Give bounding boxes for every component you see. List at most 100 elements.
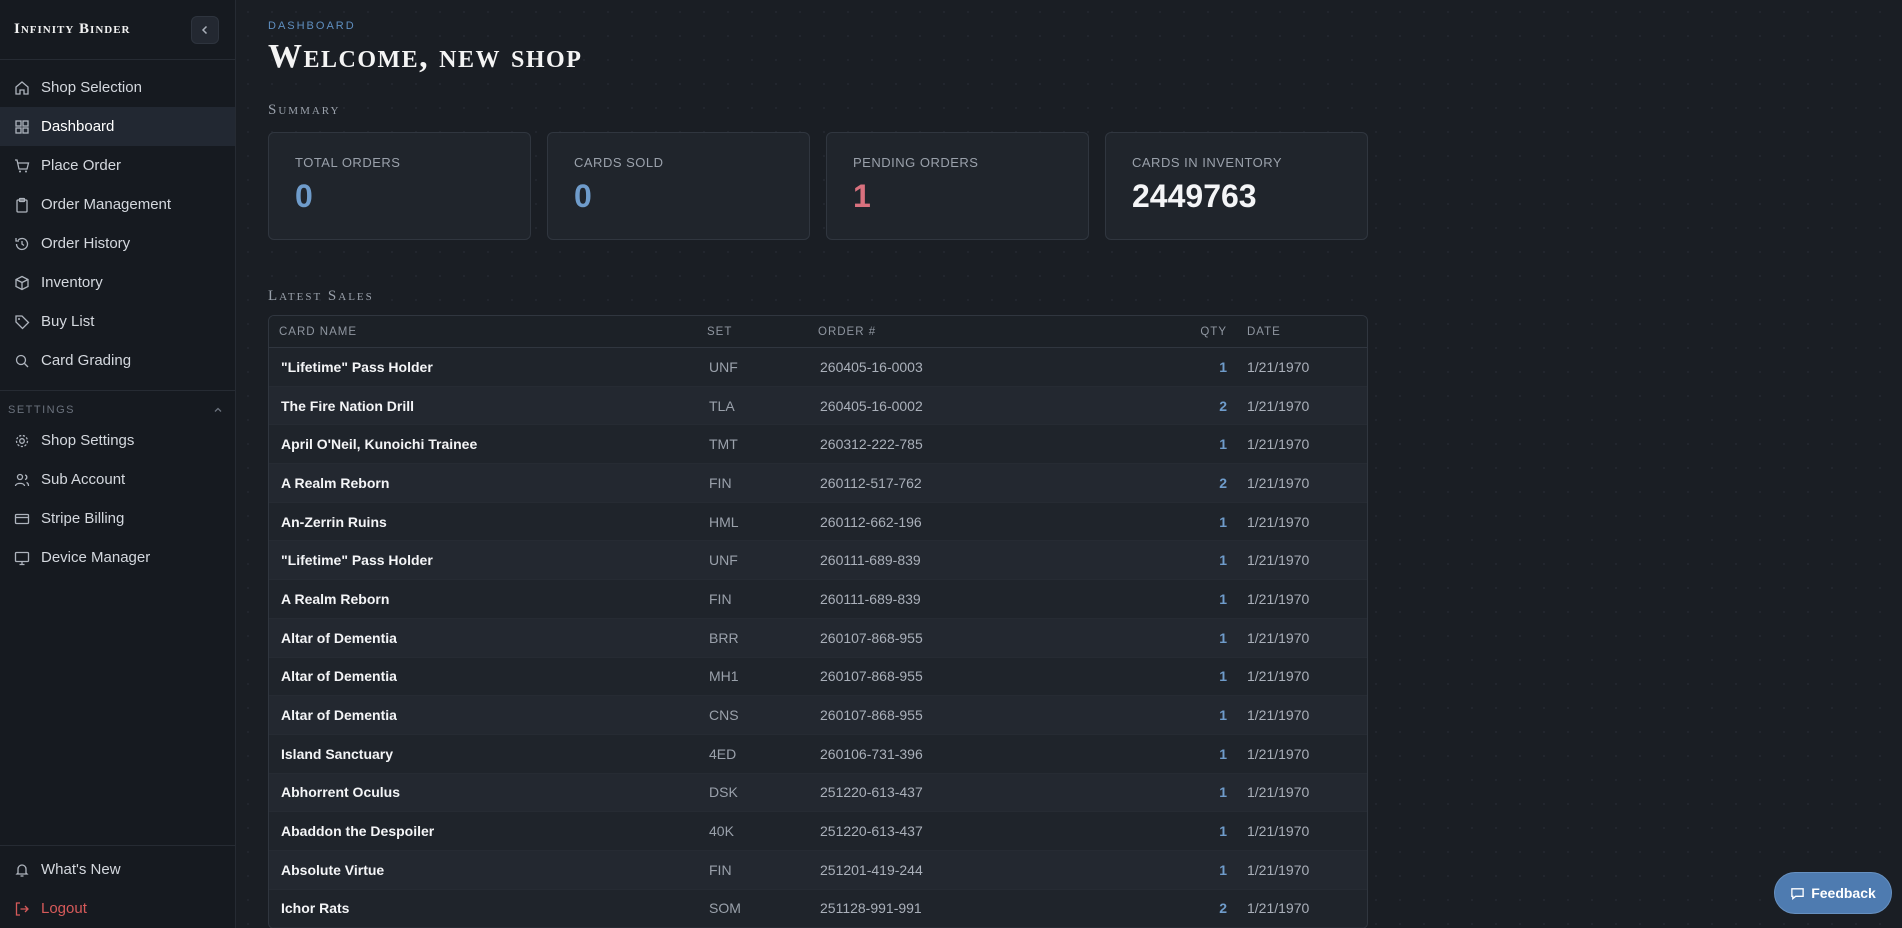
cell-date: 1/21/1970 <box>1247 358 1310 375</box>
cell-set: HML <box>709 513 739 530</box>
nav-item-whats-new[interactable]: What's New <box>0 850 235 889</box>
feedback-button[interactable]: Feedback <box>1774 872 1892 914</box>
nav-item-sub-account[interactable]: Sub Account <box>0 460 235 499</box>
nav-item-order-management[interactable]: Order Management <box>0 185 235 224</box>
cell-qty: 1 <box>1219 823 1227 840</box>
column-header-order: ORDER # <box>818 325 877 338</box>
cell-card-name: Island Sanctuary <box>281 745 394 762</box>
cell-set: FIN <box>709 861 732 878</box>
cell-qty: 1 <box>1219 436 1227 453</box>
nav-item-order-history[interactable]: Order History <box>0 224 235 263</box>
nav-label: Dashboard <box>41 118 115 135</box>
stat-value: 0 <box>295 178 313 214</box>
stat-label: CARDS IN INVENTORY <box>1132 155 1283 170</box>
cell-set: 4ED <box>709 745 737 762</box>
cell-qty: 1 <box>1219 668 1227 685</box>
cell-order-number: 260107-868-955 <box>820 707 923 724</box>
nav-item-shop-settings[interactable]: Shop Settings <box>0 421 235 460</box>
table-row[interactable]: April O'Neil, Kunoichi Trainee TMT 260312-… <box>269 425 1367 465</box>
cell-set: UNF <box>709 552 738 569</box>
cell-set: BRR <box>709 629 739 646</box>
breadcrumb: DASHBOARD <box>268 20 356 32</box>
nav-label: Device Manager <box>41 549 151 566</box>
nav-label: Sub Account <box>41 471 126 488</box>
table-row[interactable]: Altar of Dementia BRR 260107-868-955 1 1/21/… <box>269 618 1367 658</box>
clipboard-icon <box>14 197 30 213</box>
cell-order-number: 251201-419-244 <box>820 861 923 878</box>
table-row[interactable]: Altar of Dementia MH1 260107-868-955 1 1/21/… <box>269 657 1367 697</box>
cell-set: FIN <box>709 474 732 491</box>
cell-date: 1/21/1970 <box>1247 861 1310 878</box>
nav-item-place-order[interactable]: Place Order <box>0 146 235 185</box>
table-row[interactable]: Altar of Dementia CNS 260107-868-955 1 1/21/… <box>269 696 1367 735</box>
table-row[interactable]: "Lifetime" Pass Holder UNF 260405-16-0003 1… <box>269 348 1367 387</box>
stat-label: CARDS SOLD <box>574 155 664 170</box>
stat-card-cards-sold: CARDS SOLD 0 <box>547 132 810 240</box>
table-header: CARD NAME SET ORDER # QTY DATE <box>269 316 1367 348</box>
cell-card-name: An-Zerrin Ruins <box>281 513 387 530</box>
grid-icon <box>14 119 30 135</box>
cell-card-name: Abaddon the Despoiler <box>281 823 435 840</box>
cell-order-number: 260405-16-0002 <box>820 397 923 414</box>
settings-toggle[interactable]: SETTINGS <box>0 399 235 421</box>
table-row[interactable]: Abhorrent Oculus DSK 251220-613-437 1 1/21/1… <box>269 773 1367 813</box>
cell-card-name: Altar of Dementia <box>281 629 397 646</box>
table-row[interactable]: The Fire Nation Drill TLA 260405-16-0002 2 1… <box>269 386 1367 426</box>
nav-label: Logout <box>41 900 87 917</box>
nav-item-device-manager[interactable]: Device Manager <box>0 538 235 577</box>
page-title: Welcome, new shop <box>268 38 583 75</box>
table-row[interactable]: Ichor Rats SOM 251128-991-991 2 1/21/1970 <box>269 889 1367 928</box>
stat-label: TOTAL ORDERS <box>295 155 401 170</box>
cell-qty: 1 <box>1219 784 1227 801</box>
nav-item-stripe-billing[interactable]: Stripe Billing <box>0 499 235 538</box>
logout-button[interactable]: Logout <box>0 889 235 928</box>
settings-section: SETTINGS Shop Settings Sub Account Strip… <box>0 390 235 577</box>
cell-date: 1/21/1970 <box>1247 707 1310 724</box>
summary-cards: TOTAL ORDERS 0 CARDS SOLD 0 PENDING ORDE… <box>268 132 1368 240</box>
cell-order-number: 260111-689-839 <box>820 552 921 569</box>
table-row[interactable]: Island Sanctuary 4ED 260106-731-396 1 1/21/1… <box>269 734 1367 774</box>
nav-item-card-grading[interactable]: Card Grading <box>0 341 235 380</box>
table-row[interactable]: A Realm Reborn FIN 260112-517-762 2 1/21/197… <box>269 464 1367 503</box>
nav-item-inventory[interactable]: Inventory <box>0 263 235 302</box>
cell-qty: 1 <box>1219 629 1227 646</box>
cell-date: 1/21/1970 <box>1247 552 1310 569</box>
cell-set: SOM <box>709 900 741 917</box>
cell-order-number: 260405-16-0003 <box>820 358 923 375</box>
cell-qty: 1 <box>1219 707 1227 724</box>
cell-order-number: 260107-868-955 <box>820 629 923 646</box>
cell-order-number: 260112-517-762 <box>820 474 922 491</box>
logout-icon <box>14 901 30 917</box>
cell-qty: 1 <box>1219 590 1227 607</box>
nav-label: What's New <box>41 861 121 878</box>
cell-set: CNS <box>709 707 739 724</box>
cell-date: 1/21/1970 <box>1247 745 1310 762</box>
bell-icon <box>14 862 30 878</box>
cell-date: 1/21/1970 <box>1247 784 1310 801</box>
cell-date: 1/21/1970 <box>1247 474 1310 491</box>
nav-item-dashboard[interactable]: Dashboard <box>0 107 235 146</box>
nav-item-shop-selection[interactable]: Shop Selection <box>0 68 235 107</box>
table-row[interactable]: A Realm Reborn FIN 260111-689-839 1 1/21/197… <box>269 580 1367 619</box>
cell-qty: 1 <box>1219 861 1227 878</box>
cell-qty: 1 <box>1219 552 1227 569</box>
cell-card-name: A Realm Reborn <box>281 590 390 607</box>
cell-order-number: 260106-731-396 <box>820 745 923 762</box>
table-row[interactable]: "Lifetime" Pass Holder UNF 260111-689-839 1… <box>269 541 1367 581</box>
chat-icon <box>1791 887 1804 900</box>
users-icon <box>14 472 30 488</box>
cell-card-name: Absolute Virtue <box>281 861 385 878</box>
cell-card-name: April O'Neil, Kunoichi Trainee <box>281 436 478 453</box>
table-row[interactable]: Absolute Virtue FIN 251201-419-244 1 1/21/19… <box>269 850 1367 890</box>
sidebar-bottom: What's New Logout <box>0 845 235 928</box>
nav-item-buy-list[interactable]: Buy List <box>0 302 235 341</box>
cell-qty: 2 <box>1219 900 1227 917</box>
table-row[interactable]: An-Zerrin Ruins HML 260112-662-196 1 1/21/19… <box>269 502 1367 542</box>
cell-order-number: 260111-689-839 <box>820 590 921 607</box>
cell-date: 1/21/1970 <box>1247 629 1310 646</box>
column-header-date: DATE <box>1247 325 1281 338</box>
table-row[interactable]: Abaddon the Despoiler 40K 251220-613-437 1 1… <box>269 812 1367 851</box>
chevron-up-icon <box>214 407 222 412</box>
collapse-sidebar-button[interactable] <box>191 15 219 44</box>
